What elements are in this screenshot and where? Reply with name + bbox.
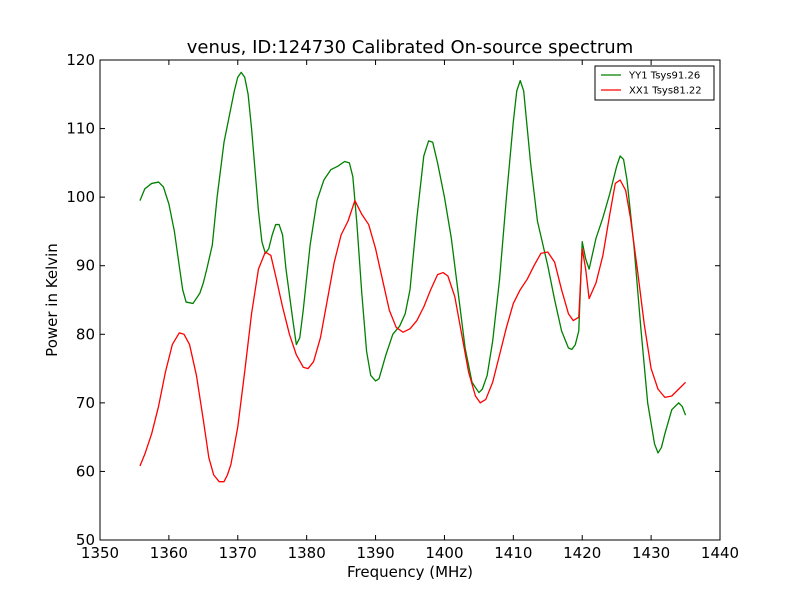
- legend-label-1: XX1 Tsys81.22: [629, 86, 702, 97]
- x-tick-label: 1390: [356, 544, 394, 562]
- y-tick-label: 60: [76, 462, 95, 480]
- legend: YY1 Tsys91.26 XX1 Tsys81.22: [594, 65, 715, 101]
- x-axis-label: Frequency (MHz): [347, 563, 473, 581]
- y-axis-label: Power in Kelvin: [43, 243, 61, 357]
- axis-ticks: 1350 1360 1370 1380 1390 1400 1410 1420 1430 1440…: [66, 51, 739, 562]
- x-tick-label: 1420: [563, 544, 601, 562]
- chart-title: venus, ID:124730 Calibrated On-source sp…: [187, 37, 634, 58]
- x-tick-label: 1360: [150, 544, 188, 562]
- y-tick-label: 50: [76, 531, 95, 549]
- x-tick-label: 1350: [81, 544, 119, 562]
- x-tick-label: 1440: [701, 544, 739, 562]
- plot-frame: [99, 59, 721, 541]
- legend-label-0: YY1 Tsys91.26: [628, 71, 700, 82]
- y-tick-label: 90: [76, 257, 95, 275]
- plot-area: [139, 71, 687, 483]
- x-tick-label: 1370: [219, 544, 257, 562]
- x-tick-label: 1400: [425, 544, 463, 562]
- x-tick-label: 1410: [494, 544, 532, 562]
- series-line-1: [139, 179, 687, 483]
- y-tick-label: 110: [66, 120, 95, 138]
- y-tick-label: 80: [76, 325, 95, 343]
- legend-box: [594, 65, 715, 101]
- y-tick-label: 70: [76, 394, 95, 412]
- y-tick-label: 100: [66, 188, 95, 206]
- series-line-0: [139, 71, 687, 454]
- x-tick-label: 1430: [632, 544, 670, 562]
- x-tick-label: 1380: [288, 544, 326, 562]
- y-tick-label: 120: [66, 51, 95, 69]
